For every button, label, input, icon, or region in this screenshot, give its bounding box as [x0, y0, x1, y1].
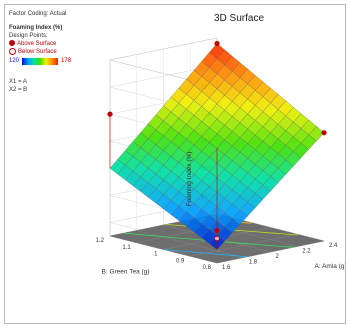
- legend-panel: Factor Coding: Actual Foaming Index (%) …: [9, 10, 71, 94]
- design-points-label: Design Points:: [9, 33, 48, 39]
- design-points: [107, 40, 327, 250]
- open-dot-icon: [9, 48, 16, 55]
- color-scale: 120 178: [9, 57, 71, 65]
- y-axis-label: B: Green Tea (g): [102, 269, 150, 276]
- factor-coding-label: Factor Coding: Actual: [9, 11, 67, 17]
- x-tick-label: 1.6: [222, 265, 231, 271]
- design-point-above: [321, 130, 327, 136]
- design-point-above: [214, 40, 220, 47]
- x-tick-label: 2.4: [329, 243, 338, 249]
- chart-title: 3D Surface: [214, 13, 264, 24]
- surface-plot: 3D Surface1201301401501601701801.61.822.…: [96, 13, 346, 276]
- x-axis-label: A: Amla (g): [315, 263, 346, 270]
- below-surface-label: Below Surface: [18, 49, 57, 56]
- below-surface-entry: Below Surface: [9, 48, 71, 56]
- factor-a-label: X1 = A: [9, 79, 27, 86]
- above-surface-entry: Above Surface: [9, 40, 71, 48]
- chart-frame: 3D Surface1201301401501601701801.61.822.…: [4, 4, 346, 324]
- response-surface: [109, 43, 325, 250]
- floor-contour: [163, 249, 248, 258]
- x-tick-label: 1.8: [249, 260, 258, 266]
- x-tick-label: 2: [276, 254, 280, 260]
- above-surface-label: Above Surface: [17, 41, 57, 47]
- y-tick-label: 1: [154, 252, 158, 258]
- design-point-above: [107, 111, 113, 117]
- x-tick-label: 2.2: [302, 249, 311, 255]
- y-tick-label: 0.9: [176, 258, 185, 264]
- response-name: Foaming Index (%): [9, 25, 63, 31]
- color-gradient-bar: [22, 57, 59, 65]
- z-axis-label: Foaming Index (%): [186, 152, 193, 207]
- design-point-above: [214, 227, 220, 234]
- y-tick-label: 0.8: [203, 265, 212, 271]
- scale-min: 120: [9, 58, 20, 65]
- filled-dot-icon: [9, 40, 15, 47]
- scale-max: 178: [61, 58, 72, 65]
- y-tick-label: 1.1: [122, 245, 131, 251]
- factor-b-label: X2 = B: [9, 87, 28, 94]
- y-tick-label: 1.2: [96, 238, 105, 244]
